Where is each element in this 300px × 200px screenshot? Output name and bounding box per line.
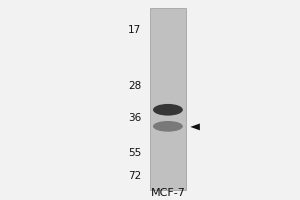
Text: 55: 55: [128, 148, 141, 158]
Ellipse shape: [153, 104, 183, 116]
Bar: [150, 8, 186, 190]
Text: MCF-7: MCF-7: [151, 188, 185, 198]
Ellipse shape: [153, 121, 183, 132]
Text: 36: 36: [128, 113, 141, 123]
Polygon shape: [190, 123, 200, 130]
Text: 17: 17: [128, 25, 141, 35]
Text: 72: 72: [128, 171, 141, 181]
Text: 28: 28: [128, 81, 141, 91]
